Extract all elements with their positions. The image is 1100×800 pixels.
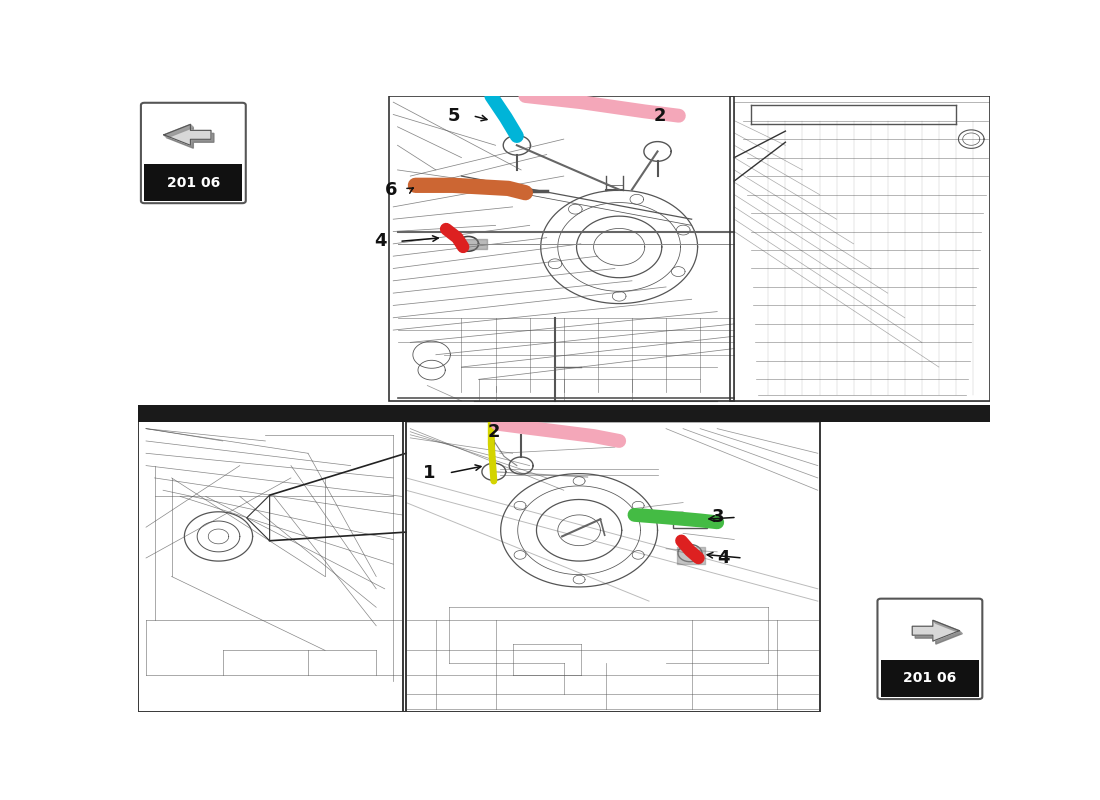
Text: 2: 2: [487, 422, 499, 441]
Polygon shape: [164, 125, 194, 138]
Text: 201 06: 201 06: [903, 671, 957, 686]
Polygon shape: [915, 623, 962, 644]
Text: 5: 5: [448, 106, 460, 125]
Polygon shape: [912, 620, 959, 641]
Text: 201 06: 201 06: [167, 175, 220, 190]
Text: 2: 2: [653, 106, 666, 125]
Text: 4: 4: [374, 232, 386, 250]
Polygon shape: [164, 125, 211, 146]
Text: 3: 3: [712, 508, 724, 526]
Text: 4: 4: [717, 549, 730, 567]
Bar: [144, 165, 242, 201]
Polygon shape: [167, 127, 213, 148]
Polygon shape: [933, 620, 962, 634]
Text: 6: 6: [385, 181, 397, 198]
FancyBboxPatch shape: [878, 598, 982, 699]
Bar: [881, 660, 979, 697]
FancyBboxPatch shape: [141, 102, 245, 203]
Text: 1: 1: [424, 464, 436, 482]
Bar: [138, 405, 990, 422]
